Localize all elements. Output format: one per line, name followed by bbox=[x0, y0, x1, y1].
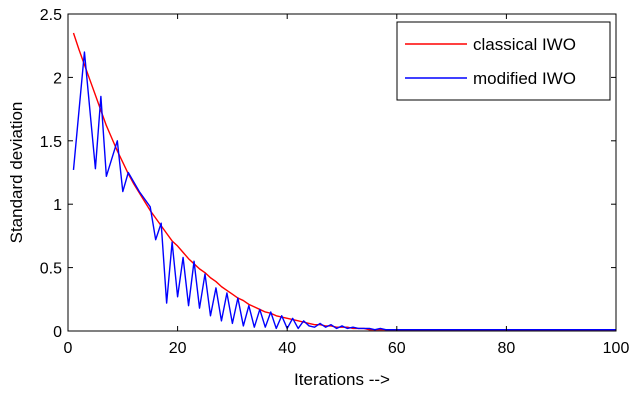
x-tick-label: 0 bbox=[64, 340, 73, 357]
y-tick-label: 0.5 bbox=[40, 261, 62, 278]
x-tick-label: 20 bbox=[169, 340, 187, 357]
legend: classical IWO modified IWO bbox=[396, 21, 611, 101]
y-tick-label: 0 bbox=[53, 324, 62, 341]
y-tick-label: 1 bbox=[53, 197, 62, 214]
y-tick-label: 2.5 bbox=[40, 7, 62, 24]
legend-entry-label: modified IWO bbox=[473, 69, 576, 88]
x-tick-label: 80 bbox=[498, 340, 516, 357]
series-line-modified-iwo bbox=[72, 51, 616, 331]
axes: 0 20 40 60 80 100 0 0.5 1 1.5 2 2.5 bbox=[40, 7, 630, 357]
x-tick-label: 40 bbox=[278, 340, 296, 357]
y-axis-label: Standard deviation bbox=[7, 102, 26, 244]
legend-entry-label: classical IWO bbox=[473, 35, 576, 54]
axes-frame bbox=[67, 13, 617, 332]
y-tick-label: 1.5 bbox=[40, 134, 62, 151]
x-axis-label: Iterations --> bbox=[294, 370, 390, 389]
x-tick-label: 100 bbox=[603, 340, 630, 357]
y-tick-label: 2 bbox=[53, 70, 62, 87]
x-tick-label: 60 bbox=[388, 340, 406, 357]
legend-box bbox=[396, 21, 611, 101]
plot-area bbox=[72, 32, 616, 331]
